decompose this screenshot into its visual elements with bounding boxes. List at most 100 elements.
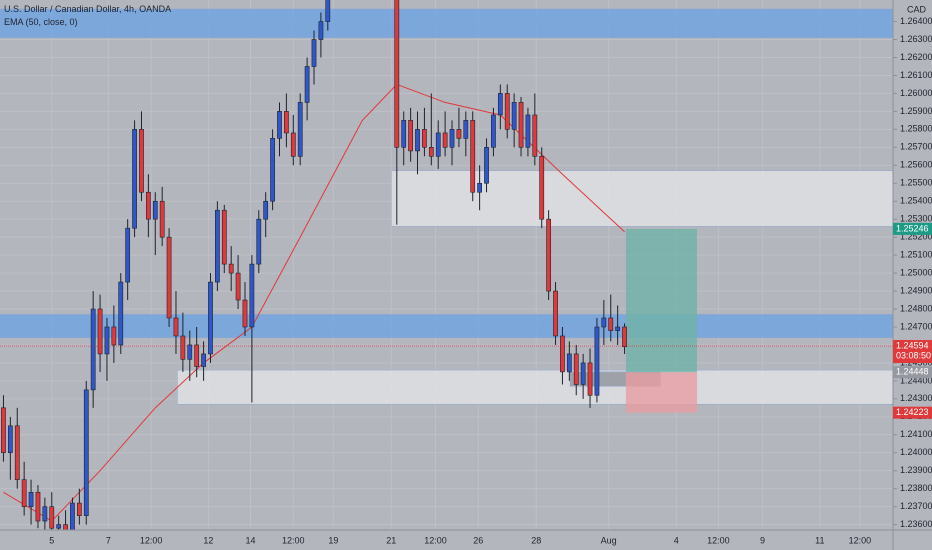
candle-body	[270, 138, 275, 202]
price-label: 1.24448	[896, 367, 929, 377]
candle-body	[428, 147, 434, 157]
candle-body	[242, 299, 248, 328]
candle-body	[56, 524, 62, 529]
candle-body	[290, 132, 296, 157]
candle-body	[194, 344, 200, 367]
candle-body	[1, 407, 6, 454]
candle-body	[573, 353, 579, 385]
candle-body	[525, 114, 531, 148]
x-tick-label: 7	[106, 535, 111, 545]
currency-label: CAD	[907, 4, 927, 14]
candle-body	[132, 129, 137, 229]
y-tick-label: 1.23600	[900, 519, 932, 529]
candle-body	[497, 93, 503, 116]
y-tick-label: 1.25200	[900, 232, 932, 242]
y-tick-label: 1.25800	[900, 124, 932, 134]
candle-body	[125, 227, 131, 283]
candle-body	[263, 200, 269, 220]
y-tick-label: 1.25400	[900, 196, 932, 206]
candle-body	[166, 236, 172, 319]
candle-body	[622, 326, 627, 348]
x-tick-label: 19	[328, 535, 338, 545]
candle-body	[504, 93, 510, 130]
price-label-bg	[893, 406, 932, 419]
candle-body	[422, 129, 427, 148]
candle-body	[152, 200, 158, 220]
zone	[0, 8, 893, 38]
y-tick-label: 1.25500	[900, 178, 932, 188]
candle-body	[83, 389, 89, 516]
candle-body	[235, 272, 241, 301]
candle-body	[63, 524, 68, 530]
candle-body	[394, 0, 400, 148]
y-tick-label: 1.26400	[900, 16, 932, 26]
candle-body	[70, 502, 75, 530]
price-label-bg	[893, 222, 932, 235]
candle-body	[587, 362, 593, 396]
zone	[391, 170, 893, 227]
chart-title: U.S. Dollar / Canadian Dollar, 4h, OANDA	[4, 4, 171, 14]
x-tick-label: 9	[760, 535, 765, 545]
candle-body	[159, 200, 165, 238]
candle-body	[553, 290, 558, 337]
candle-body	[49, 506, 55, 529]
candle-body	[7, 425, 13, 454]
y-tick-label: 1.23800	[900, 483, 932, 493]
candle-body	[401, 120, 407, 148]
y-tick-label: 1.24400	[900, 375, 932, 385]
x-tick-label: Aug	[601, 535, 617, 545]
y-tick-label: 1.26100	[900, 70, 932, 80]
zone	[0, 314, 893, 339]
candle-body	[90, 308, 96, 391]
x-tick-label: 12	[203, 535, 213, 545]
candle-body	[249, 263, 255, 328]
candle-body	[491, 114, 496, 148]
x-tick-label: 26	[473, 535, 483, 545]
candle-body	[304, 66, 310, 103]
candle-body	[463, 120, 469, 139]
candle-body	[221, 209, 227, 265]
candle-body	[21, 479, 27, 507]
candle-body	[14, 425, 20, 480]
y-tick-label: 1.25900	[900, 106, 932, 116]
candle-body	[201, 353, 206, 367]
x-tick-label: 21	[386, 535, 396, 545]
y-tick-label: 1.25100	[900, 249, 932, 259]
candle-body	[256, 218, 262, 265]
x-tick-label: 14	[246, 535, 256, 545]
indicator-label: EMA (50, close, 0)	[4, 17, 78, 27]
candle-body	[442, 132, 448, 148]
candle-body	[180, 335, 186, 360]
candle-body	[215, 209, 220, 283]
candle-body	[35, 491, 41, 522]
candle-body	[415, 129, 420, 152]
candle-body	[139, 129, 144, 193]
candle-body	[97, 308, 103, 355]
candle-body	[580, 362, 586, 385]
candle-body	[118, 281, 124, 346]
x-tick-label: 12:00	[849, 535, 872, 545]
candle-body	[608, 317, 614, 331]
y-tick-label: 1.23700	[900, 501, 932, 511]
x-tick-label: 12:00	[424, 535, 447, 545]
y-tick-label: 1.26300	[900, 34, 932, 44]
candle-body	[173, 317, 179, 337]
candle-body	[615, 326, 621, 331]
candle-body	[546, 218, 552, 292]
axes: 1.23600 1.23700 1.23800 1.23900 1.24000 1.241…	[49, 16, 932, 545]
x-tick-label: 12:00	[707, 535, 730, 545]
candle-body	[42, 506, 48, 522]
candle-body	[518, 102, 524, 148]
y-tick-label: 1.24900	[900, 285, 932, 295]
plot-area	[0, 0, 893, 530]
candle-body	[470, 120, 476, 193]
price-label: 1.24223	[896, 407, 929, 417]
candle-body	[601, 317, 607, 328]
candle-body	[408, 120, 413, 152]
candle-body	[539, 156, 545, 220]
price-label-bg	[893, 340, 932, 364]
candle-body	[477, 182, 482, 193]
candle-body	[560, 335, 565, 373]
y-tick-label: 1.25000	[900, 267, 932, 277]
